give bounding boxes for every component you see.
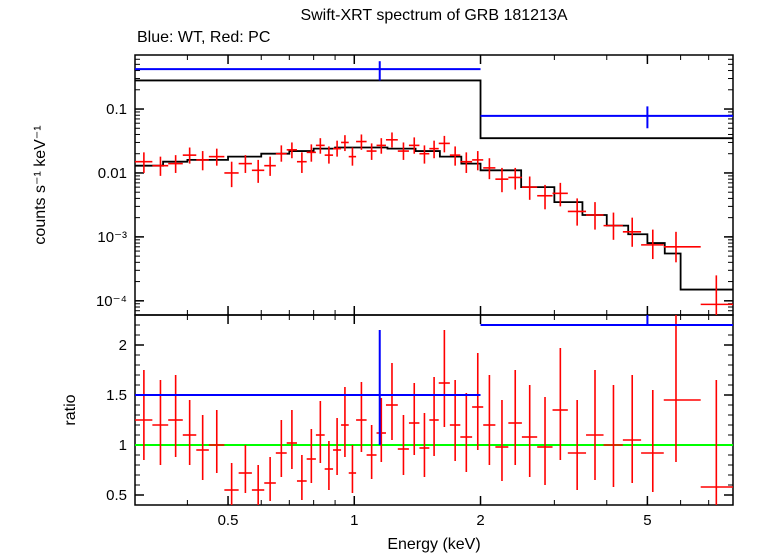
svg-text:2: 2 xyxy=(476,512,484,529)
svg-text:1: 1 xyxy=(119,437,127,454)
svg-text:counts s⁻¹ keV⁻¹: counts s⁻¹ keV⁻¹ xyxy=(32,125,49,244)
svg-text:Swift-XRT spectrum of GRB 1812: Swift-XRT spectrum of GRB 181213A xyxy=(300,7,567,24)
svg-text:0.5: 0.5 xyxy=(106,487,127,504)
svg-text:Energy (keV): Energy (keV) xyxy=(387,536,480,553)
svg-text:0.1: 0.1 xyxy=(106,101,127,118)
svg-text:Blue: WT, Red: PC: Blue: WT, Red: PC xyxy=(137,29,270,46)
svg-text:5: 5 xyxy=(643,512,651,529)
plot-svg: Swift-XRT spectrum of GRB 181213A Blue: W… xyxy=(0,0,758,556)
svg-text:10⁻⁴: 10⁻⁴ xyxy=(96,293,127,310)
svg-text:ratio: ratio xyxy=(62,394,79,425)
xrt-spectrum-plot: Swift-XRT spectrum of GRB 181213A Blue: W… xyxy=(0,0,758,556)
svg-text:1: 1 xyxy=(350,512,358,529)
svg-text:1.5: 1.5 xyxy=(106,387,127,404)
svg-text:10⁻³: 10⁻³ xyxy=(97,229,127,246)
svg-text:0.01: 0.01 xyxy=(98,165,127,182)
svg-text:2: 2 xyxy=(119,337,127,354)
svg-text:0.5: 0.5 xyxy=(218,512,239,529)
